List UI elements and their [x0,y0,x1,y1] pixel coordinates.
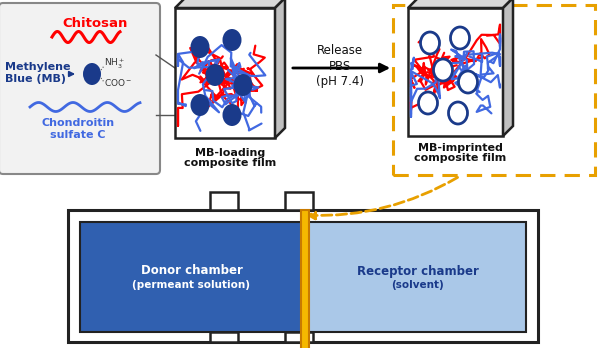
Ellipse shape [234,74,252,96]
Ellipse shape [223,29,241,51]
Text: Chitosan: Chitosan [63,17,128,30]
Bar [309,222,526,332]
Bar [68,210,538,342]
Bar [175,8,275,138]
Ellipse shape [205,64,225,86]
Ellipse shape [418,92,438,114]
Text: (permeant solution): (permeant solution) [132,280,250,290]
Bar [80,222,303,332]
Ellipse shape [459,71,477,93]
Text: Release: Release [317,44,363,56]
Ellipse shape [448,102,468,124]
Ellipse shape [83,63,101,85]
Polygon shape [175,0,285,8]
Bar [210,192,238,210]
Text: Blue (MB): Blue (MB) [5,74,66,84]
Text: NH$_3^+$: NH$_3^+$ [104,57,125,71]
Text: Donor chamber: Donor chamber [140,264,243,277]
Text: COO$^-$: COO$^-$ [104,78,132,88]
FancyBboxPatch shape [0,3,160,174]
Bar [301,210,309,348]
Polygon shape [408,0,513,8]
Text: Receptor chamber: Receptor chamber [356,264,479,277]
Polygon shape [275,0,285,138]
Bar [210,332,238,342]
Bar [285,192,313,210]
Text: PBS: PBS [329,61,351,73]
Ellipse shape [190,94,209,116]
Ellipse shape [223,104,241,126]
Ellipse shape [433,59,453,81]
Text: Methylene: Methylene [5,62,70,72]
Text: sulfate C: sulfate C [50,130,106,140]
Bar [408,8,503,136]
Text: (solvent): (solvent) [391,280,444,290]
Text: MB-imprinted: MB-imprinted [418,143,503,153]
Polygon shape [503,0,513,136]
Bar [285,332,313,342]
Bar [393,5,595,175]
Text: MB-loading: MB-loading [195,148,265,158]
Text: composite film: composite film [414,153,506,163]
Text: (pH 7.4): (pH 7.4) [316,76,364,88]
Bar [80,222,526,332]
Ellipse shape [190,36,209,58]
Ellipse shape [421,32,439,54]
Text: composite film: composite film [184,158,276,168]
Ellipse shape [450,27,470,49]
Text: Chondroitin: Chondroitin [42,118,114,128]
